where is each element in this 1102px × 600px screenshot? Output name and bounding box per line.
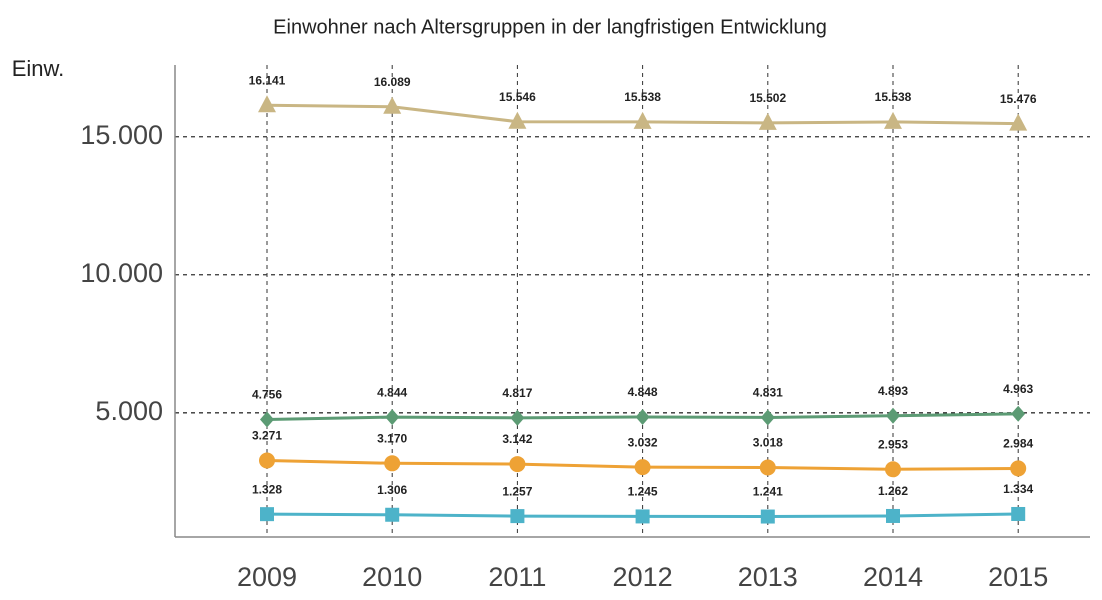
x-tick-label: 2014: [863, 562, 923, 592]
data-label: 16.089: [374, 75, 411, 89]
data-label: 4.756: [252, 388, 282, 402]
marker: [760, 509, 775, 524]
data-label: 3.032: [628, 435, 658, 449]
y-tick-label: 15.000: [80, 120, 163, 150]
data-label: 3.170: [377, 431, 407, 445]
x-tick-label: 2011: [488, 562, 546, 592]
marker: [885, 461, 901, 478]
data-label: 1.257: [502, 484, 532, 498]
x-tick-label: 2015: [988, 562, 1048, 592]
data-label: 3.018: [753, 436, 783, 450]
marker: [633, 111, 652, 129]
data-label: 15.476: [1000, 92, 1037, 106]
marker: [758, 112, 777, 130]
data-label: 2.984: [1003, 437, 1033, 451]
marker: [635, 509, 650, 524]
data-label: 4.844: [377, 385, 407, 399]
marker: [1011, 506, 1026, 521]
marker: [260, 411, 274, 428]
marker: [760, 409, 775, 426]
data-label: 2.953: [878, 437, 908, 451]
marker: [510, 409, 525, 426]
data-label: 3.271: [252, 429, 282, 443]
marker: [259, 452, 275, 469]
data-label: 4.893: [878, 384, 908, 398]
data-label: 15.546: [499, 90, 536, 104]
x-tick-label: 2012: [613, 562, 673, 592]
marker: [634, 459, 651, 476]
data-label: 1.328: [252, 482, 282, 496]
data-label: 4.963: [1003, 382, 1033, 396]
marker: [886, 508, 900, 523]
data-label: 4.848: [628, 385, 658, 399]
data-label: 1.245: [628, 485, 658, 499]
marker: [1009, 113, 1028, 131]
data-label: 3.142: [502, 432, 532, 446]
x-tick-label: 2010: [362, 562, 422, 592]
marker: [884, 111, 902, 129]
data-label: 4.831: [753, 386, 783, 400]
data-label: 15.538: [624, 90, 661, 104]
marker: [759, 459, 776, 476]
marker: [886, 407, 900, 424]
marker: [1011, 405, 1026, 422]
y-axis-label: Einw.: [12, 56, 65, 81]
marker: [509, 456, 526, 473]
marker: [258, 95, 276, 113]
x-tick-label: 2013: [738, 562, 798, 592]
marker: [384, 455, 401, 472]
marker: [385, 507, 400, 522]
marker: [510, 509, 525, 524]
marker: [1010, 460, 1027, 477]
data-label: 1.241: [753, 485, 783, 499]
y-tick-label: 5.000: [95, 396, 163, 426]
marker: [385, 409, 400, 426]
marker: [508, 111, 527, 129]
marker: [383, 96, 402, 114]
marker: [635, 408, 650, 425]
data-label: 1.334: [1003, 482, 1033, 496]
data-label: 1.306: [377, 483, 407, 497]
data-label: 15.502: [749, 91, 786, 105]
y-tick-label: 10.000: [80, 258, 163, 288]
marker: [260, 507, 274, 522]
x-tick-label: 2009: [237, 562, 297, 592]
data-label: 4.817: [502, 386, 532, 400]
data-label: 16.141: [249, 73, 286, 87]
chart-title: Einwohner nach Altersgruppen in der lang…: [273, 16, 827, 38]
data-label: 1.262: [878, 484, 908, 498]
data-label: 15.538: [875, 90, 912, 104]
